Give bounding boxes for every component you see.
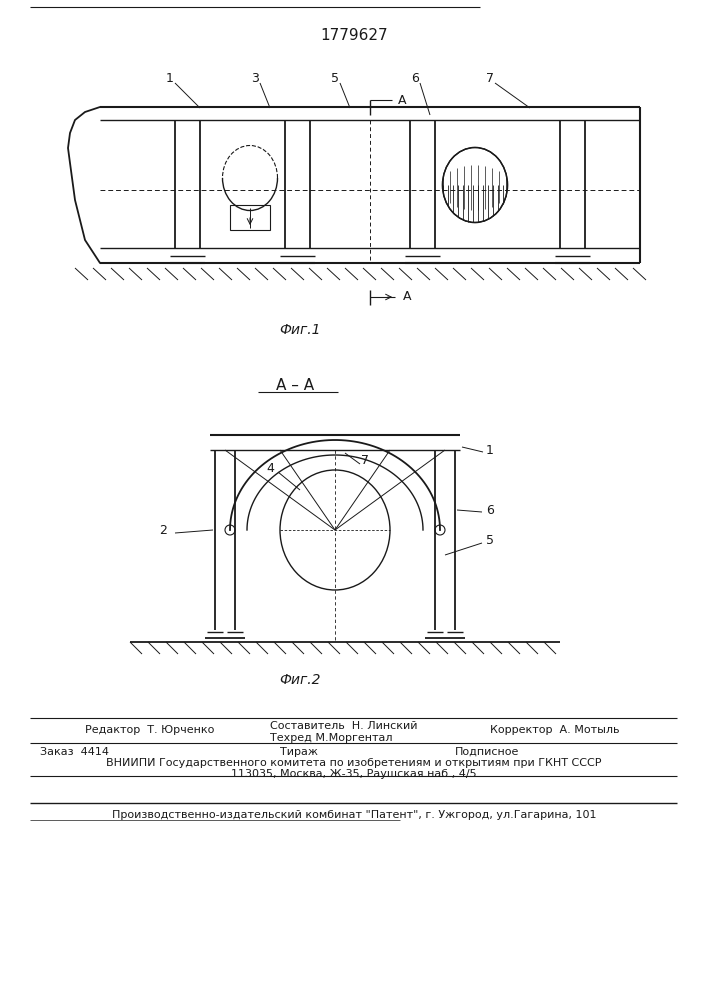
Text: 2: 2 bbox=[159, 524, 167, 536]
Text: 6: 6 bbox=[486, 504, 494, 516]
Text: Фиг.1: Фиг.1 bbox=[279, 323, 321, 337]
Text: Тираж: Тираж bbox=[280, 747, 318, 757]
Text: Заказ  4414: Заказ 4414 bbox=[40, 747, 109, 757]
Text: Корректор  А. Мотыль: Корректор А. Мотыль bbox=[490, 725, 619, 735]
Text: 113035, Москва, Ж-35, Раушская наб., 4/5: 113035, Москва, Ж-35, Раушская наб., 4/5 bbox=[231, 769, 477, 779]
Text: 7: 7 bbox=[361, 454, 369, 466]
Text: 4: 4 bbox=[266, 462, 274, 475]
Ellipse shape bbox=[443, 147, 508, 223]
Text: A: A bbox=[403, 290, 411, 304]
Text: Подписное: Подписное bbox=[455, 747, 520, 757]
Text: 7: 7 bbox=[486, 72, 494, 85]
Text: Редактор  Т. Юрченко: Редактор Т. Юрченко bbox=[85, 725, 214, 735]
Text: 6: 6 bbox=[411, 72, 419, 85]
Text: Фиг.2: Фиг.2 bbox=[279, 673, 321, 687]
Text: 1779627: 1779627 bbox=[320, 27, 388, 42]
Text: 1: 1 bbox=[486, 444, 494, 456]
Text: 1: 1 bbox=[166, 72, 174, 85]
Text: Техред М.Моргентал: Техред М.Моргентал bbox=[270, 733, 392, 743]
Text: A: A bbox=[398, 94, 407, 106]
Text: A – A: A – A bbox=[276, 377, 314, 392]
Text: 5: 5 bbox=[486, 534, 494, 546]
Text: ВНИИПИ Государственного комитета по изобретениям и открытиям при ГКНТ СССР: ВНИИПИ Государственного комитета по изоб… bbox=[106, 758, 602, 768]
Text: Производственно-издательский комбинат "Патент", г. Ужгород, ул.Гагарина, 101: Производственно-издательский комбинат "П… bbox=[112, 810, 596, 820]
Bar bbox=[230, 205, 270, 230]
Text: 5: 5 bbox=[331, 72, 339, 85]
Text: Составитель  Н. Линский: Составитель Н. Линский bbox=[270, 721, 418, 731]
Text: 3: 3 bbox=[251, 72, 259, 85]
